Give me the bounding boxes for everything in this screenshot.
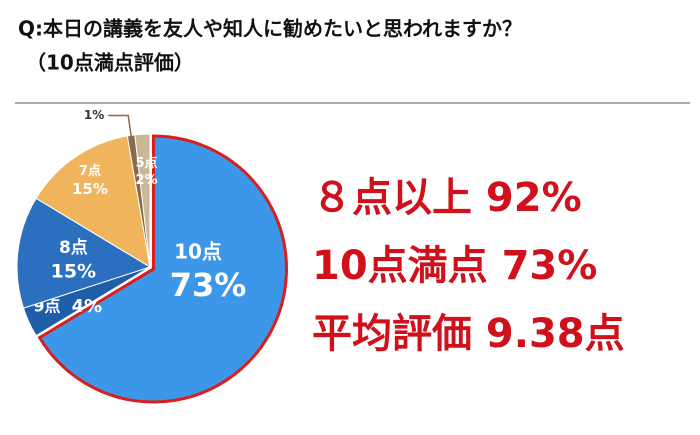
pie-slice [16,197,152,309]
pie-slice [134,133,151,268]
leader-line [108,114,133,140]
chart-title: Q:本日の講義を友人や知人に勧めたいと思われますか？ [18,17,522,41]
category-label: 10点 [174,240,222,264]
value-label: 2% [135,173,157,188]
chart-subtitle: （10点満点評価） [26,51,194,75]
value-label: 4% [72,296,103,317]
value-label: 15% [72,180,108,198]
value-label: 1% [84,108,104,122]
summary-line: ８点以上 92% [312,175,582,221]
pie-slice [37,134,288,404]
pie-slice [35,135,151,268]
category-label: 5点 [136,155,158,171]
summary-line: 平均評価 9.38点 [312,311,625,357]
summary-line: 10点満点 73% [312,243,597,289]
category-label: 7点 [79,163,101,179]
value-label: 15% [51,260,96,282]
category-label: 8点 [59,237,88,258]
value-label: 73% [170,266,247,304]
